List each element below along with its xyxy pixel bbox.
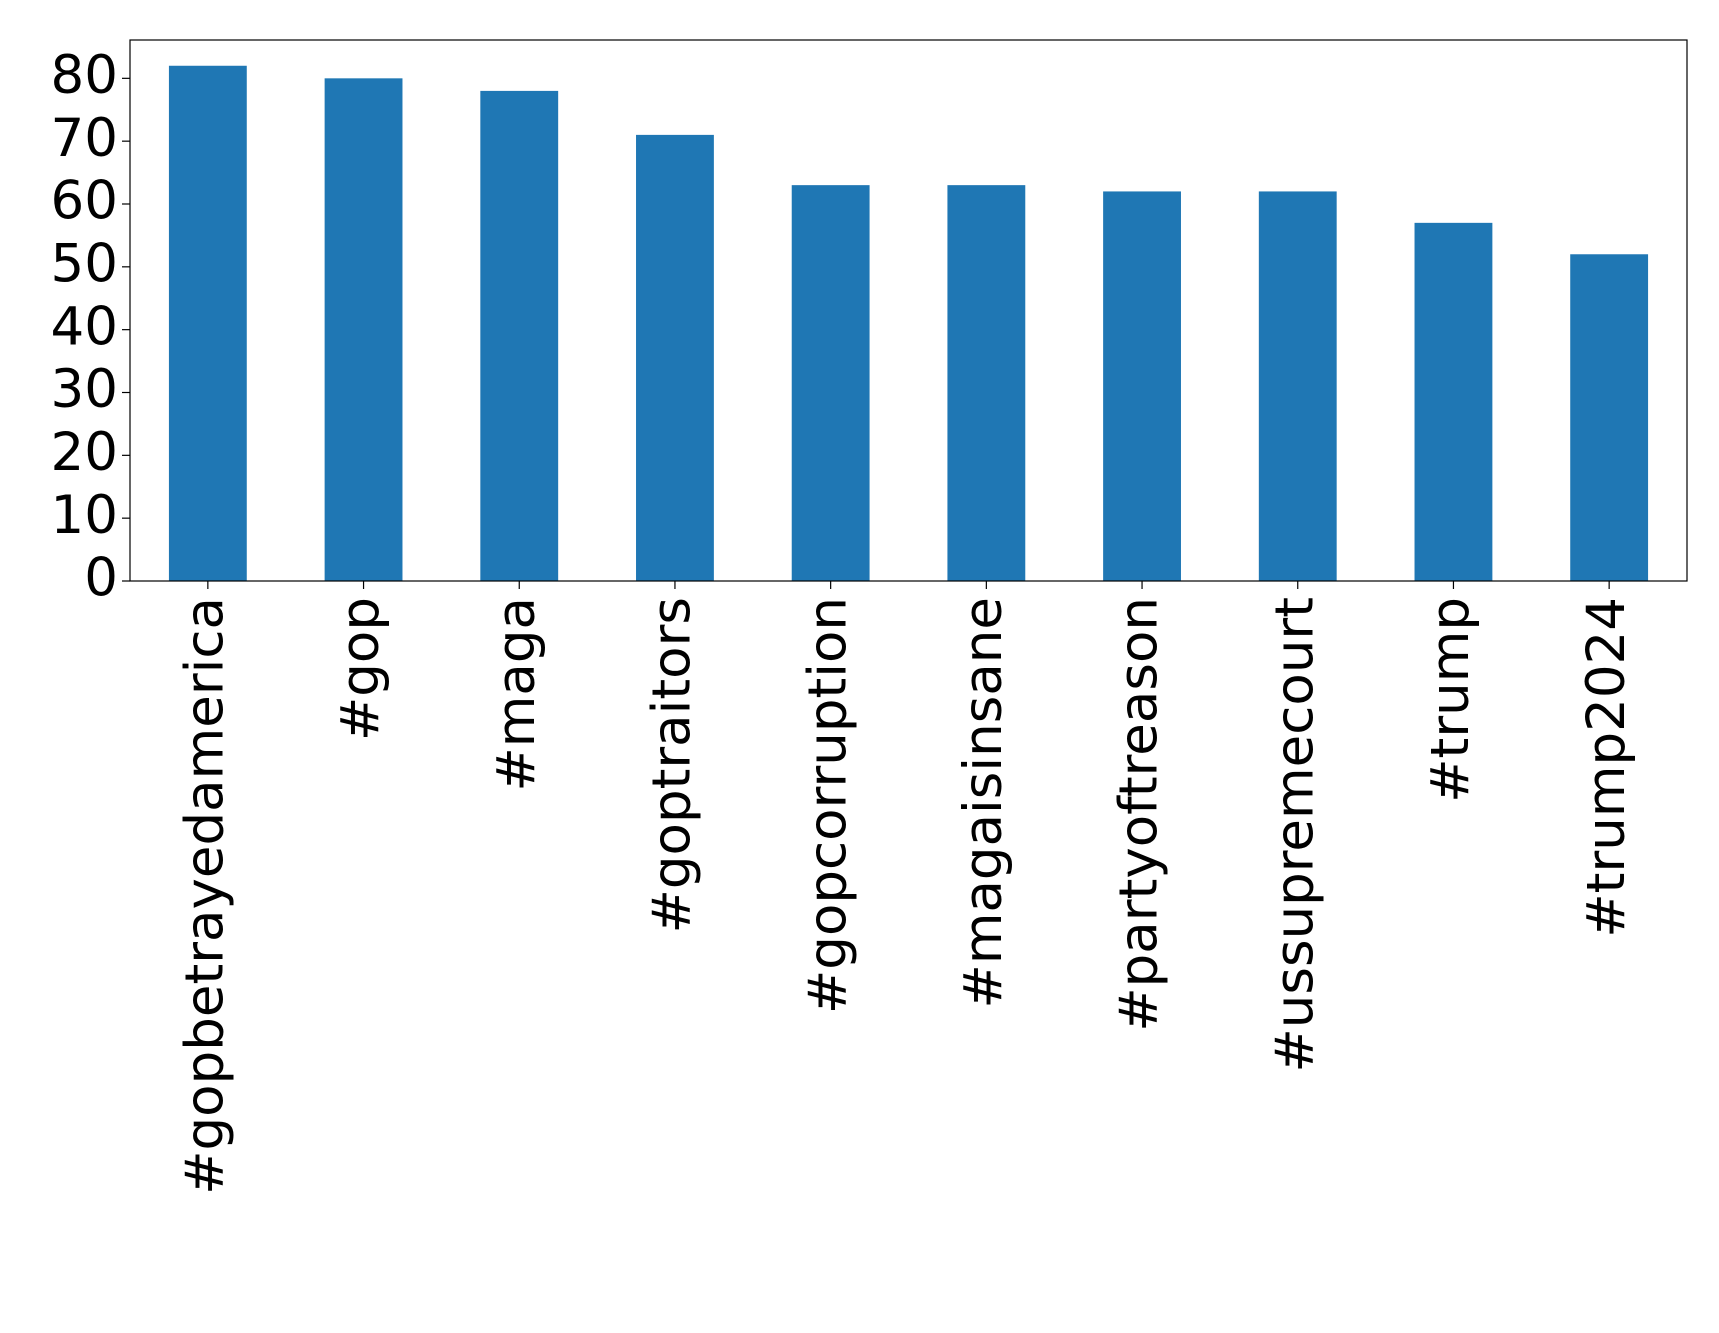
bar xyxy=(324,78,403,582)
x-tick-label: #maga xyxy=(486,597,547,792)
y-tick-label: 50 xyxy=(51,233,118,294)
x-tick-label: #partyoftreason xyxy=(1109,597,1170,1032)
bar xyxy=(168,65,247,581)
x-tick-label: #goptraitors xyxy=(642,597,703,934)
x-tick-label: #gopcorruption xyxy=(797,597,858,1014)
y-tick-label: 30 xyxy=(51,359,118,420)
y-tick-label: 60 xyxy=(51,171,118,232)
y-tick-label: 40 xyxy=(51,296,118,357)
x-tick-label: #trump xyxy=(1420,597,1481,803)
y-tick-label: 70 xyxy=(51,108,118,169)
y-tick-label: 20 xyxy=(51,422,118,483)
y-tick-label: 80 xyxy=(51,45,118,106)
bar xyxy=(1103,191,1181,581)
x-tick-label: #magaisinsane xyxy=(953,597,1014,1009)
bar xyxy=(1570,254,1649,581)
bar xyxy=(480,90,559,581)
y-tick-label: 10 xyxy=(51,485,118,546)
bar xyxy=(636,134,714,581)
plot-area xyxy=(168,65,1649,582)
bar xyxy=(791,185,870,581)
x-tick-label: #gopbetrayedamerica xyxy=(174,597,235,1195)
x-tick-label: #trump2024 xyxy=(1576,597,1637,938)
x-tick-label: #ussupremecourt xyxy=(1264,597,1325,1073)
bar xyxy=(1414,222,1493,582)
y-tick-label: 0 xyxy=(84,548,118,609)
x-tick-label: #gop xyxy=(330,597,391,741)
bar xyxy=(1258,191,1337,581)
bar xyxy=(947,185,1026,581)
axes-frame xyxy=(129,39,1688,582)
